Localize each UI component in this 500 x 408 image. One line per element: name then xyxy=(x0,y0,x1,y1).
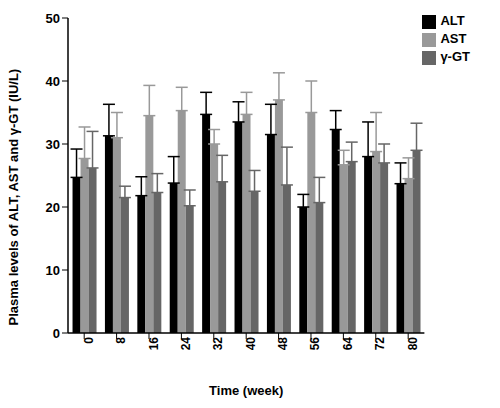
svg-text:24: 24 xyxy=(179,337,193,351)
html-text:AST: AST xyxy=(440,31,467,46)
svg-text:72: 72 xyxy=(373,337,387,351)
svg-text:40: 40 xyxy=(244,337,258,351)
svg-text:Plasma levels of ALT, AST and: Plasma levels of ALT, AST and γ-GT (IU/L… xyxy=(8,69,21,326)
html-text:ALT: ALT xyxy=(440,13,465,28)
svg-text:64: 64 xyxy=(341,337,355,351)
svg-text:10: 10 xyxy=(46,263,60,278)
svg-text:0: 0 xyxy=(53,326,60,341)
svg-text:80: 80 xyxy=(406,337,420,351)
svg-text:Time (week): Time (week) xyxy=(209,383,283,398)
svg-text:32: 32 xyxy=(211,337,225,351)
svg-text:8: 8 xyxy=(114,337,128,344)
svg-text:48: 48 xyxy=(276,337,290,351)
svg-text:56: 56 xyxy=(309,337,323,351)
svg-text:30: 30 xyxy=(46,137,60,152)
svg-text:50: 50 xyxy=(46,11,60,26)
svg-text:0: 0 xyxy=(82,337,96,344)
html-text:γ-GT: γ-GT xyxy=(440,49,470,64)
svg-text:20: 20 xyxy=(46,200,60,215)
svg-text:40: 40 xyxy=(46,74,60,89)
svg-text:16: 16 xyxy=(147,337,161,351)
